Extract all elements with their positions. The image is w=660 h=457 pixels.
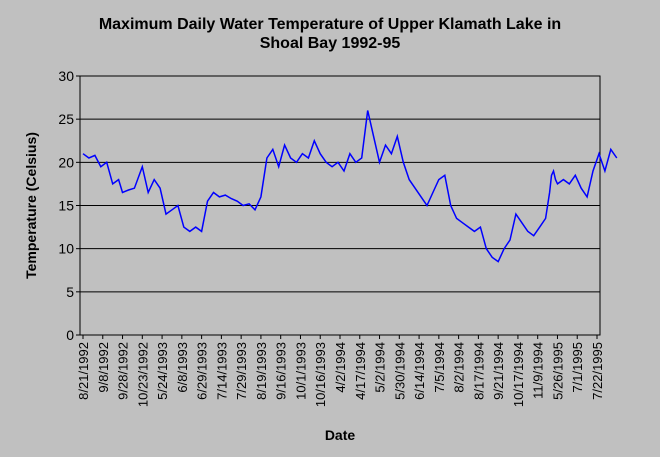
x-tick-label: 10/16/1993: [313, 342, 328, 407]
x-tick-label: 5/30/1994: [392, 342, 407, 400]
y-tick-label: 30: [58, 68, 74, 84]
y-tick-label: 5: [66, 284, 74, 300]
x-tick-label: 10/1/1993: [293, 342, 308, 400]
y-tick-label: 25: [58, 111, 74, 127]
x-tick-label: 9/28/1992: [116, 342, 131, 400]
x-tick-label: 5/2/1994: [373, 342, 388, 393]
x-tick-label: 6/29/1993: [195, 342, 210, 400]
x-tick-label: 11/9/1994: [531, 342, 546, 399]
chart-title-line-1: Maximum Daily Water Temperature of Upper…: [98, 16, 562, 33]
x-tick-label: 8/21/1992: [76, 342, 91, 400]
x-tick-label: 9/16/1993: [274, 342, 289, 400]
y-tick-label: 0: [66, 327, 74, 343]
x-tick-label: 7/29/1993: [234, 342, 249, 400]
x-tick-label: 7/22/1995: [590, 342, 605, 400]
x-tick-label: 4/17/1994: [353, 342, 368, 400]
x-axis-title: Date: [325, 427, 356, 443]
x-tick-label: 8/17/1994: [471, 342, 486, 400]
y-tick-label: 20: [58, 154, 74, 170]
x-tick-label: 8/19/1993: [254, 342, 269, 400]
x-tick-label: 7/5/1994: [432, 342, 447, 393]
x-tick-label: 9/21/1994: [491, 342, 506, 400]
x-tick-label: 6/8/1993: [175, 342, 190, 393]
x-tick-label: 5/26/1995: [550, 342, 565, 400]
x-tick-label: 9/8/1992: [96, 342, 111, 393]
x-tick-label: 6/14/1994: [412, 342, 427, 400]
x-tick-label: 10/23/1992: [135, 342, 150, 407]
y-axis-title: Temperature (Celsius): [23, 132, 39, 279]
y-tick-label: 10: [58, 241, 74, 257]
x-tick-label: 8/2/1994: [452, 342, 467, 393]
series-line: [82, 110, 618, 263]
x-tick-label: 7/1/1995: [570, 342, 585, 393]
x-tick-label: 5/24/1993: [155, 342, 170, 400]
chart-title-line-2: Shoal Bay 1992-95: [259, 35, 401, 52]
x-tick-label: 7/14/1993: [214, 342, 229, 400]
y-tick-label: 15: [58, 198, 74, 214]
x-tick-label: 10/17/1994: [511, 342, 526, 407]
x-tick-label: 4/2/1994: [333, 342, 348, 393]
